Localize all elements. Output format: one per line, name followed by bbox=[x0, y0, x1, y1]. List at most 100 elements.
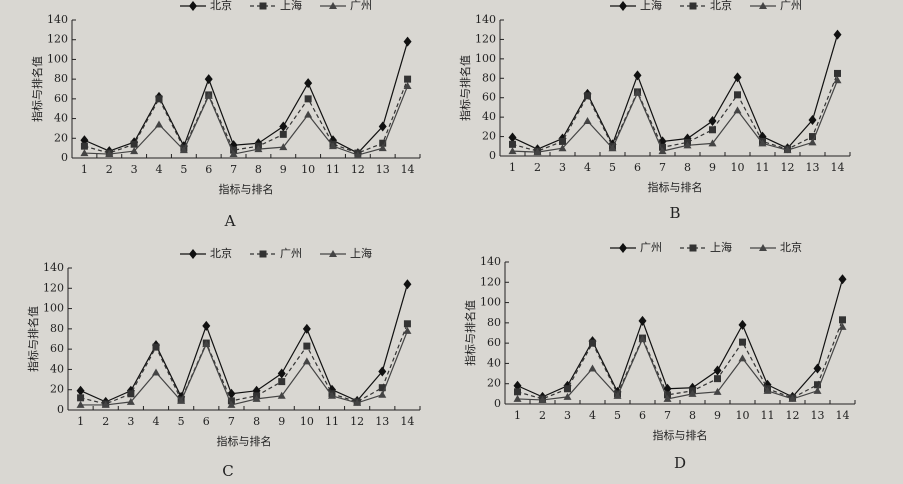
marker bbox=[252, 394, 261, 402]
marker bbox=[734, 91, 741, 99]
y-tick-label: 60 bbox=[482, 91, 496, 104]
panel-caption: D bbox=[674, 454, 686, 472]
marker bbox=[619, 1, 627, 11]
x-tick-label: 9 bbox=[280, 163, 287, 176]
legend-label: 上海 bbox=[350, 246, 372, 260]
marker bbox=[403, 36, 412, 47]
marker bbox=[514, 388, 521, 396]
legend-label: 广州 bbox=[280, 247, 302, 260]
marker bbox=[227, 388, 236, 399]
marker bbox=[709, 126, 716, 134]
marker bbox=[77, 394, 85, 402]
legend-label: 上海 bbox=[280, 0, 302, 12]
marker bbox=[708, 116, 717, 127]
panel-caption: C bbox=[222, 462, 233, 480]
y-tick-label: 40 bbox=[50, 362, 64, 375]
y-tick-label: 80 bbox=[482, 71, 496, 84]
marker bbox=[259, 250, 267, 258]
x-tick-label: 10 bbox=[301, 163, 315, 176]
marker bbox=[378, 144, 387, 152]
x-tick-label: 8 bbox=[689, 409, 696, 422]
legend-label: 广州 bbox=[350, 0, 372, 12]
y-tick-label: 100 bbox=[47, 52, 68, 65]
marker bbox=[708, 139, 717, 147]
marker bbox=[279, 143, 288, 151]
marker bbox=[127, 390, 135, 398]
marker bbox=[303, 342, 311, 350]
x-tick-label: 2 bbox=[106, 163, 113, 176]
x-tick-label: 8 bbox=[255, 163, 262, 176]
y-axis-label: 指标与排名值 bbox=[458, 55, 472, 121]
x-tick-label: 5 bbox=[614, 409, 621, 422]
marker bbox=[758, 139, 767, 147]
marker bbox=[608, 144, 617, 152]
marker bbox=[813, 386, 822, 394]
marker bbox=[254, 145, 263, 153]
y-tick-label: 40 bbox=[487, 356, 501, 369]
y-tick-label: 140 bbox=[43, 261, 64, 274]
x-tick-label: 2 bbox=[534, 161, 541, 174]
marker bbox=[564, 385, 571, 393]
x-tick-label: 1 bbox=[77, 415, 84, 428]
x-tick-label: 10 bbox=[731, 161, 745, 174]
marker bbox=[279, 121, 288, 132]
marker bbox=[155, 120, 163, 128]
x-tick-label: 3 bbox=[564, 409, 571, 422]
marker bbox=[403, 82, 412, 90]
x-tick-label: 4 bbox=[156, 163, 163, 176]
y-tick-label: 20 bbox=[482, 130, 496, 143]
x-tick-label: 7 bbox=[230, 163, 237, 176]
marker bbox=[329, 2, 337, 9]
marker bbox=[683, 141, 692, 149]
series-line bbox=[512, 80, 839, 153]
marker bbox=[619, 243, 627, 253]
x-tick-label: 9 bbox=[709, 161, 716, 174]
x-axis-label: 指标与排名 bbox=[653, 428, 708, 442]
series-line bbox=[517, 279, 844, 398]
x-tick-label: 5 bbox=[180, 163, 187, 176]
marker bbox=[278, 378, 286, 386]
y-tick-label: 100 bbox=[475, 52, 496, 65]
x-tick-label: 12 bbox=[786, 409, 800, 422]
panel-caption: B bbox=[669, 204, 680, 222]
y-tick-label: 20 bbox=[50, 383, 64, 396]
y-tick-label: 0 bbox=[57, 403, 64, 416]
marker bbox=[404, 75, 412, 83]
x-axis-label: 指标与排名 bbox=[217, 434, 272, 448]
x-axis-label: 指标与排名 bbox=[219, 182, 274, 196]
x-tick-label: 4 bbox=[589, 409, 596, 422]
marker bbox=[633, 88, 642, 96]
x-tick-label: 1 bbox=[514, 409, 521, 422]
x-tick-label: 12 bbox=[350, 415, 364, 428]
x-tick-label: 1 bbox=[509, 161, 516, 174]
series-line bbox=[80, 323, 408, 405]
x-tick-label: 14 bbox=[401, 163, 415, 176]
x-tick-label: 8 bbox=[253, 415, 260, 428]
marker bbox=[559, 137, 566, 145]
marker bbox=[304, 110, 313, 118]
x-tick-label: 3 bbox=[559, 161, 566, 174]
marker bbox=[689, 244, 697, 252]
marker bbox=[633, 70, 642, 81]
x-tick-label: 14 bbox=[831, 161, 845, 174]
marker bbox=[329, 250, 337, 257]
marker bbox=[689, 2, 697, 10]
y-axis-label: 指标与排名值 bbox=[30, 56, 44, 122]
marker bbox=[328, 391, 336, 399]
x-axis-label: 指标与排名 bbox=[648, 180, 703, 194]
x-tick-label: 4 bbox=[584, 161, 591, 174]
marker bbox=[105, 150, 114, 158]
marker bbox=[808, 138, 817, 146]
marker bbox=[76, 385, 85, 396]
marker bbox=[658, 147, 667, 155]
series-line bbox=[517, 326, 844, 401]
y-tick-label: 120 bbox=[47, 33, 68, 46]
marker bbox=[513, 394, 522, 402]
x-tick-label: 12 bbox=[781, 161, 795, 174]
marker bbox=[277, 391, 286, 399]
marker bbox=[130, 140, 138, 148]
marker bbox=[513, 380, 522, 391]
marker bbox=[733, 106, 742, 114]
marker bbox=[738, 319, 747, 330]
legend-label: 北京 bbox=[210, 0, 232, 12]
